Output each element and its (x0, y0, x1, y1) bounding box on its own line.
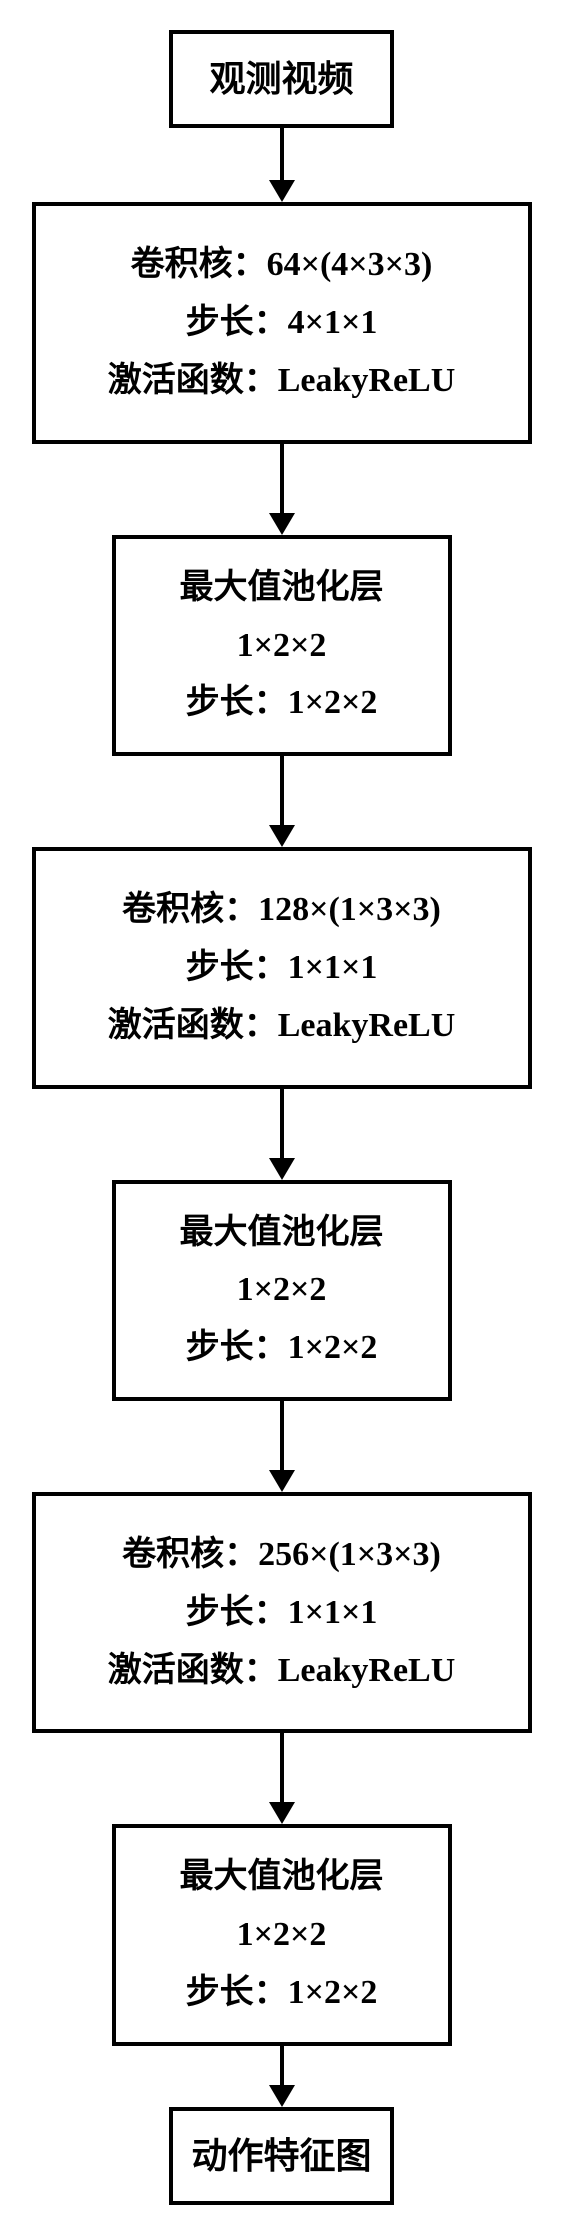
conv3-activation: 激活函数：LeakyReLU (51, 1642, 513, 1700)
arrow-stem (280, 756, 284, 826)
arrow-head-icon (269, 1158, 295, 1180)
pool1-size: 1×2×2 (126, 617, 438, 675)
pool1-stride: 步长：1×2×2 (126, 674, 438, 732)
pool3-title: 最大值池化层 (126, 1848, 438, 1906)
output-label: 动作特征图 (183, 2131, 380, 2181)
pool2-stride: 步长：1×2×2 (126, 1319, 438, 1377)
arrow-stem (280, 1401, 284, 1471)
pool1-title: 最大值池化层 (126, 559, 438, 617)
flowchart-container: 观测视频 卷积核：64×(4×3×3) 步长：4×1×1 激活函数：LeakyR… (22, 30, 542, 2205)
node-conv2: 卷积核：128×(1×3×3) 步长：1×1×1 激活函数：LeakyReLU (32, 847, 532, 1088)
arrow-6 (269, 1733, 295, 1824)
conv3-stride: 步长：1×1×1 (51, 1584, 513, 1642)
node-pool2: 最大值池化层 1×2×2 步长：1×2×2 (112, 1180, 452, 1401)
conv1-kernel: 卷积核：64×(4×3×3) (51, 236, 513, 294)
arrow-head-icon (269, 825, 295, 847)
arrow-4 (269, 1089, 295, 1180)
pool2-title: 最大值池化层 (126, 1204, 438, 1262)
input-label: 观测视频 (183, 54, 380, 104)
arrow-head-icon (269, 1802, 295, 1824)
arrow-stem (280, 444, 284, 514)
node-pool1: 最大值池化层 1×2×2 步长：1×2×2 (112, 535, 452, 756)
pool3-stride: 步长：1×2×2 (126, 1964, 438, 2022)
arrow-head-icon (269, 513, 295, 535)
arrow-1 (269, 128, 295, 202)
conv2-kernel: 卷积核：128×(1×3×3) (51, 881, 513, 939)
conv3-kernel: 卷积核：256×(1×3×3) (51, 1526, 513, 1584)
arrow-5 (269, 1401, 295, 1492)
arrow-stem (280, 2046, 284, 2086)
arrow-head-icon (269, 1470, 295, 1492)
conv2-activation: 激活函数：LeakyReLU (51, 997, 513, 1055)
node-conv3: 卷积核：256×(1×3×3) 步长：1×1×1 激活函数：LeakyReLU (32, 1492, 532, 1733)
node-conv1: 卷积核：64×(4×3×3) 步长：4×1×1 激活函数：LeakyReLU (32, 202, 532, 443)
arrow-3 (269, 756, 295, 847)
node-input: 观测视频 (169, 30, 394, 128)
arrow-2 (269, 444, 295, 535)
node-output: 动作特征图 (169, 2107, 394, 2205)
arrow-head-icon (269, 180, 295, 202)
arrow-7 (269, 2046, 295, 2107)
conv1-stride: 步长：4×1×1 (51, 294, 513, 352)
arrow-stem (280, 128, 284, 181)
pool2-size: 1×2×2 (126, 1261, 438, 1319)
node-pool3: 最大值池化层 1×2×2 步长：1×2×2 (112, 1824, 452, 2045)
arrow-stem (280, 1733, 284, 1803)
pool3-size: 1×2×2 (126, 1906, 438, 1964)
arrow-head-icon (269, 2085, 295, 2107)
conv2-stride: 步长：1×1×1 (51, 939, 513, 997)
arrow-stem (280, 1089, 284, 1159)
conv1-activation: 激活函数：LeakyReLU (51, 352, 513, 410)
